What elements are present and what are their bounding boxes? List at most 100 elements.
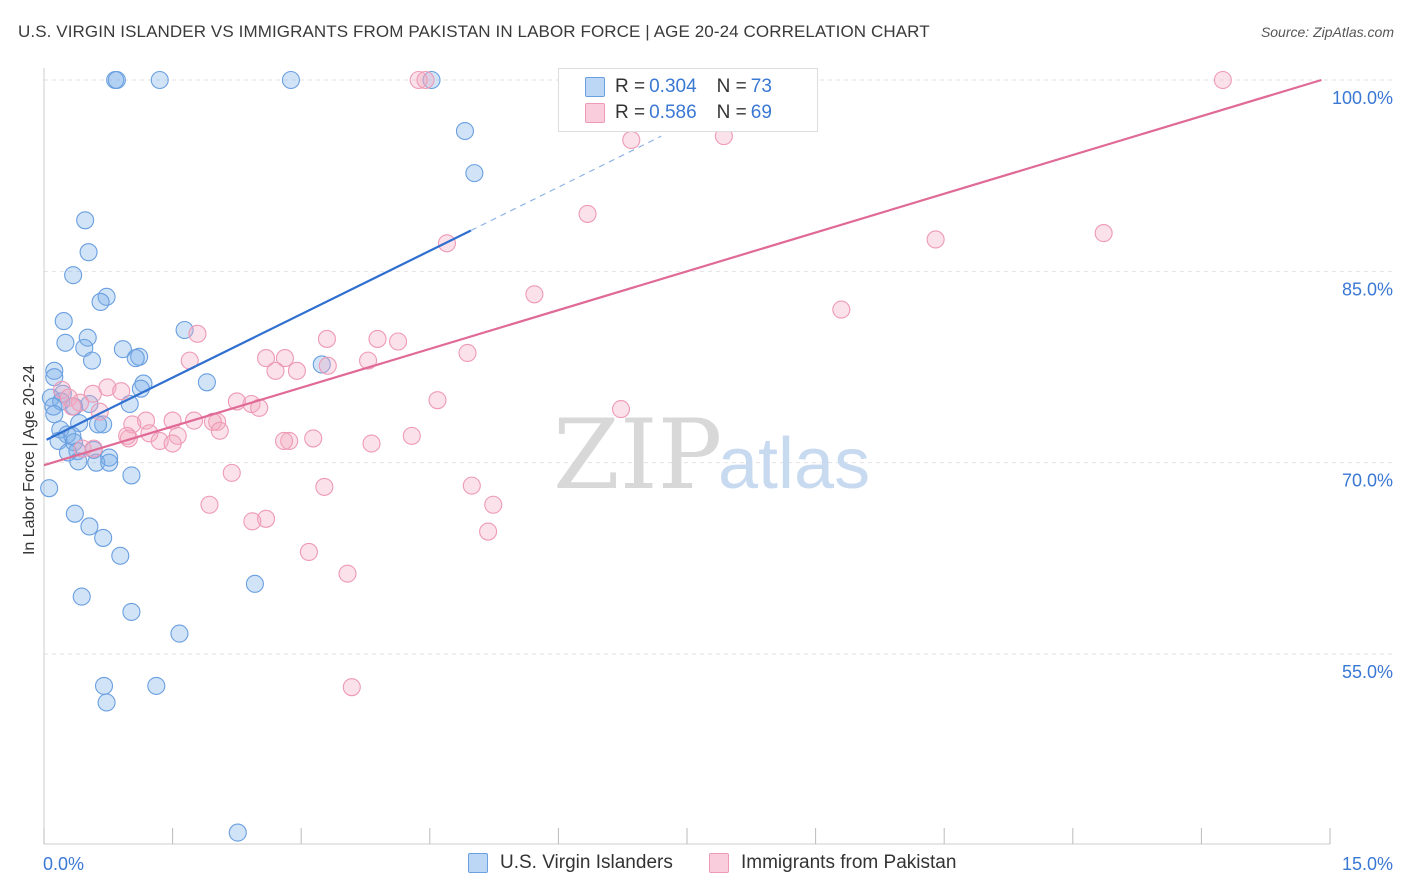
point-virgin-islander xyxy=(91,292,110,311)
point-pakistan xyxy=(832,300,851,319)
r-value: 0.304 xyxy=(649,76,697,97)
point-pakistan xyxy=(188,324,207,343)
point-virgin-islander xyxy=(197,373,216,392)
point-virgin-islander xyxy=(170,624,189,643)
y-tick-label: 70.0% xyxy=(1342,471,1393,491)
y-tick-label: 100.0% xyxy=(1332,88,1393,108)
stats-legend-row-pink: R = 0.586 N = 69 xyxy=(585,101,772,125)
point-virgin-islander xyxy=(455,121,475,141)
stats-legend: R = 0.304 N = 73 R = 0.586 N = 69 xyxy=(558,68,818,132)
point-pakistan xyxy=(362,434,381,453)
point-pakistan xyxy=(1094,224,1113,243)
n-label: N = xyxy=(716,102,747,123)
legend-swatch-blue xyxy=(585,77,605,97)
point-virgin-islander xyxy=(78,328,97,347)
trend-line-extension xyxy=(470,135,662,232)
point-virgin-islander xyxy=(76,211,95,230)
point-virgin-islander xyxy=(422,70,441,90)
point-pakistan xyxy=(287,361,306,380)
point-pakistan xyxy=(622,130,641,150)
point-virgin-islander xyxy=(94,528,113,547)
n-value: 69 xyxy=(750,102,772,123)
point-virgin-islander xyxy=(281,70,300,90)
point-virgin-islander xyxy=(107,70,126,90)
watermark-zip: ZIP xyxy=(553,399,722,511)
point-pakistan xyxy=(299,542,318,562)
stats-legend-row-blue: R = 0.304 N = 73 xyxy=(585,75,772,99)
chart-title: U.S. VIRGIN ISLANDER VS IMMIGRANTS FROM … xyxy=(18,22,930,41)
point-pakistan xyxy=(243,512,262,531)
point-virgin-islander xyxy=(45,361,64,380)
point-pakistan xyxy=(256,349,276,368)
point-pakistan xyxy=(317,329,336,348)
point-virgin-islander xyxy=(80,517,99,536)
point-virgin-islander xyxy=(126,349,145,368)
point-pakistan xyxy=(359,351,378,370)
point-virgin-islander xyxy=(79,243,98,262)
legend-item-virgin-islanders: U.S. Virgin Islanders xyxy=(468,852,673,874)
point-pakistan xyxy=(484,495,503,514)
point-virgin-islander xyxy=(131,379,150,398)
point-pakistan xyxy=(338,564,357,583)
point-pakistan xyxy=(402,426,421,445)
legend-swatch-pink xyxy=(709,853,729,873)
point-virgin-islander xyxy=(72,587,91,606)
point-pakistan xyxy=(318,356,337,375)
point-pakistan xyxy=(368,329,387,348)
point-virgin-islander xyxy=(312,355,331,374)
point-pakistan xyxy=(112,382,131,401)
point-virgin-islander xyxy=(113,340,132,359)
point-virgin-islander xyxy=(82,351,102,370)
point-pakistan xyxy=(98,378,117,397)
point-pakistan xyxy=(275,349,294,368)
point-virgin-islander xyxy=(56,333,75,352)
point-virgin-islander xyxy=(94,676,114,695)
watermark-atlas: atlas xyxy=(718,424,870,504)
point-pakistan xyxy=(428,391,447,410)
point-virgin-islander xyxy=(45,405,64,424)
point-pakistan xyxy=(256,509,276,528)
point-virgin-islander xyxy=(122,602,141,621)
point-pakistan xyxy=(389,332,408,351)
point-virgin-islander xyxy=(40,479,59,498)
y-tick-label: 55.0% xyxy=(1342,662,1393,682)
trend-line-pakistan xyxy=(43,78,1322,467)
point-virgin-islander xyxy=(97,693,116,712)
point-virgin-islander xyxy=(465,164,484,183)
point-pakistan xyxy=(578,204,597,223)
point-pakistan xyxy=(52,380,72,400)
point-pakistan xyxy=(462,476,481,495)
point-virgin-islander xyxy=(44,397,63,416)
x-tick-label: 15.0% xyxy=(1342,854,1393,874)
point-pakistan xyxy=(266,361,285,380)
point-pakistan xyxy=(63,397,82,416)
point-virgin-islander xyxy=(228,823,247,842)
source-label: Source: ZipAtlas.com xyxy=(1260,24,1394,40)
point-pakistan xyxy=(123,415,142,434)
point-pakistan xyxy=(1213,70,1232,90)
n-value: 73 xyxy=(750,76,772,97)
point-pakistan xyxy=(409,70,428,90)
point-pakistan xyxy=(525,285,544,304)
legend-swatch-blue xyxy=(468,853,488,873)
point-virgin-islander xyxy=(100,453,119,472)
r-value: 0.586 xyxy=(649,102,697,123)
y-tick-label: 85.0% xyxy=(1342,279,1393,299)
point-virgin-islander xyxy=(97,287,116,306)
point-pakistan xyxy=(315,477,334,496)
point-virgin-islander xyxy=(64,266,83,285)
point-pakistan xyxy=(304,429,323,448)
point-pakistan xyxy=(275,431,294,451)
x-tick-label: 0.0% xyxy=(43,854,84,874)
point-virgin-islander xyxy=(111,546,130,565)
point-virgin-islander xyxy=(65,504,84,523)
series-legend: U.S. Virgin Islanders Immigrants from Pa… xyxy=(0,852,1406,878)
legend-item-pakistan: Immigrants from Pakistan xyxy=(709,852,956,874)
trend-line-virgin-islanders xyxy=(46,229,472,441)
point-pakistan xyxy=(210,421,229,440)
point-pakistan xyxy=(458,343,477,363)
r-label: R = xyxy=(615,102,646,123)
point-pakistan xyxy=(163,434,182,453)
point-virgin-islander xyxy=(245,574,264,593)
